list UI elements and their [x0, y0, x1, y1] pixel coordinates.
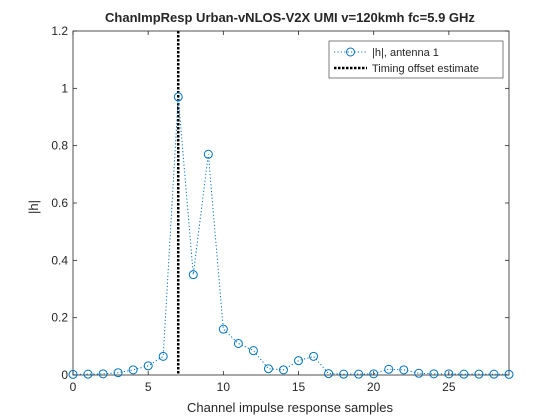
axes-box	[72, 30, 510, 376]
data-point-marker	[294, 356, 304, 366]
legend-label: Timing offset estimate	[372, 63, 479, 75]
data-point-marker	[278, 365, 288, 375]
data-point-marker	[324, 369, 334, 379]
data-point-marker	[489, 369, 499, 379]
y-tick-label: 0.4	[51, 253, 68, 267]
data-point-marker	[113, 368, 123, 378]
y-tick-label: 1.2	[51, 24, 68, 38]
plot-area: 0 5 10 15 20 25 0 0.2 0.4 0.6 0.8 1 1.2	[51, 24, 514, 394]
chart-title: ChanImpResp Urban-vNLOS-V2X UMI v=120kmh…	[105, 10, 475, 25]
x-tick-label: 15	[292, 380, 306, 394]
data-point-marker	[83, 369, 93, 379]
data-point-marker	[68, 369, 78, 379]
data-point-marker	[429, 369, 439, 379]
data-point-marker	[233, 338, 243, 348]
legend-label: |h|, antenna 1	[372, 47, 439, 59]
x-axis-label: Channel impulse response samples	[187, 400, 393, 415]
data-point-marker	[369, 369, 379, 379]
data-point-marker	[444, 369, 454, 379]
x-tick-label: 0	[70, 380, 77, 394]
data-point-marker	[263, 364, 273, 374]
x-tick-label: 25	[442, 380, 456, 394]
data-point-marker	[218, 324, 228, 334]
data-point-marker	[399, 365, 409, 375]
data-point-marker	[158, 351, 168, 361]
data-point-marker	[474, 369, 484, 379]
y-tick-label: 0.8	[51, 139, 68, 153]
data-point-marker	[203, 149, 213, 159]
y-tick-label: 0.6	[51, 196, 68, 210]
data-point-marker	[414, 368, 424, 378]
x-tick-label: 20	[367, 380, 381, 394]
data-point-marker	[504, 369, 514, 379]
data-point-marker	[98, 369, 108, 379]
y-axis-label: |h|	[26, 200, 41, 214]
data-point-marker	[459, 369, 469, 379]
data-point-marker	[309, 351, 319, 361]
data-point-marker	[339, 369, 349, 379]
data-point-marker	[354, 369, 364, 379]
y-tick-label: 1	[61, 81, 68, 95]
x-tick-label: 5	[145, 380, 152, 394]
legend: |h|, antenna 1 Timing offset estimate	[328, 40, 504, 79]
data-point-marker	[248, 346, 258, 356]
legend-swatch-marker	[346, 47, 355, 57]
data-point-marker	[188, 270, 198, 280]
data-point-marker	[128, 365, 138, 375]
data-point-marker	[143, 361, 153, 371]
data-point-marker	[384, 364, 394, 374]
y-tick-label: 0.2	[51, 311, 68, 325]
data-point-marker	[173, 92, 183, 102]
legend-box	[328, 40, 504, 79]
y-tick-label: 0	[61, 368, 68, 382]
x-tick-label: 10	[217, 380, 231, 394]
